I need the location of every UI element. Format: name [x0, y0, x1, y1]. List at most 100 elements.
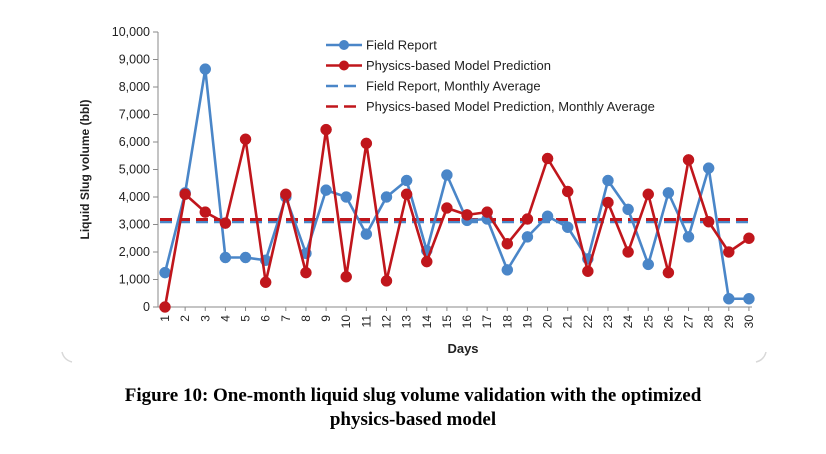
- x-tick-label: 2: [178, 315, 192, 322]
- model-prediction-point: [280, 188, 292, 200]
- field-report-point: [682, 231, 695, 243]
- legend-label-model-prediction: Physics-based Model Prediction: [366, 58, 551, 73]
- figure-caption: Figure 10: One-month liquid slug volume …: [0, 384, 826, 432]
- model-prediction-point: [159, 301, 171, 313]
- x-tick-label: 27: [682, 315, 696, 329]
- x-axis-title: Days: [447, 341, 478, 356]
- model-prediction-point: [521, 213, 534, 225]
- y-tick-label: 0: [143, 300, 150, 314]
- y-tick-label: 5,000: [119, 163, 150, 177]
- field-report-point: [400, 174, 413, 187]
- model-prediction-point: [662, 266, 675, 279]
- x-tick-label: 4: [218, 315, 232, 322]
- model-prediction-point: [360, 137, 373, 150]
- model-prediction-point: [239, 133, 252, 145]
- slug-volume-chart: 0 1,000 2,000 3,000 4,000 5,000 6,000 7,000 8,00…: [61, 25, 767, 363]
- model-prediction-point: [300, 266, 312, 279]
- frame-corner-left: [61, 351, 73, 363]
- x-tick-label: 22: [581, 315, 595, 329]
- field-report-point: [642, 258, 655, 271]
- model-prediction-point: [622, 246, 634, 258]
- model-prediction-point: [380, 275, 393, 287]
- field-report-point: [662, 187, 675, 199]
- x-tick-label: 19: [520, 315, 534, 329]
- model-prediction-point: [743, 232, 755, 244]
- field-report-point: [360, 228, 373, 240]
- caption-line-2: physics-based model: [329, 409, 497, 430]
- legend-label-field-report-average: Field Report, Monthly Average: [366, 79, 541, 94]
- model-prediction-point: [340, 271, 352, 283]
- y-tick-label: 10,000: [112, 25, 150, 39]
- x-tick-label: 26: [661, 315, 675, 329]
- field-report-point: [723, 293, 735, 305]
- x-tick-label: 11: [359, 315, 373, 328]
- x-tick-label: 7: [279, 315, 293, 322]
- x-tick-label: 25: [641, 315, 655, 329]
- x-tick-label: 23: [601, 315, 615, 329]
- legend-label-field-report: Field Report: [366, 38, 437, 53]
- x-tick-label: 30: [742, 315, 756, 329]
- x-tick-label: 3: [198, 315, 212, 322]
- x-tick-label: 21: [561, 315, 575, 329]
- model-prediction-point: [179, 188, 191, 200]
- model-prediction-point: [561, 185, 574, 198]
- y-tick-label: 6,000: [119, 135, 150, 149]
- frame-corner-right: [755, 351, 767, 363]
- field-report-point: [380, 191, 393, 203]
- field-report-point: [541, 210, 554, 222]
- field-report-point: [521, 231, 534, 243]
- model-prediction-point: [441, 202, 453, 214]
- x-tick-label: 1: [158, 315, 172, 322]
- y-tick-label: 2,000: [119, 245, 150, 259]
- x-tick-label: 20: [541, 315, 555, 329]
- model-prediction-point: [320, 123, 332, 136]
- x-tick-label: 29: [722, 315, 736, 329]
- model-prediction-point: [481, 206, 493, 218]
- field-report-point: [239, 251, 252, 264]
- x-tick-label: 5: [239, 315, 253, 322]
- model-prediction-point: [642, 188, 655, 200]
- model-prediction-point: [723, 246, 735, 258]
- field-report-point: [743, 293, 755, 305]
- x-tick-label: 6: [259, 315, 273, 322]
- y-tick-label: 9,000: [119, 53, 150, 67]
- y-tick-label: 8,000: [119, 80, 150, 94]
- legend-marker-field-report: [339, 40, 349, 50]
- field-report-point: [159, 266, 171, 279]
- legend-label-model-prediction-average: Physics-based Model Prediction, Monthly …: [366, 99, 655, 114]
- x-tick-label: 16: [460, 315, 474, 329]
- legend-marker-model-prediction: [339, 60, 349, 71]
- y-tick-label: 7,000: [119, 108, 150, 122]
- field-report-point: [340, 191, 352, 203]
- y-tick-label: 3,000: [119, 218, 150, 232]
- x-tick-label: 18: [500, 315, 514, 329]
- model-prediction-point: [602, 196, 614, 209]
- x-tick-label: 8: [299, 315, 313, 322]
- x-tick-label: 24: [621, 315, 635, 329]
- caption-line-1: Figure 10: One-month liquid slug volume …: [124, 385, 702, 406]
- model-prediction-point: [400, 188, 413, 200]
- field-report-point: [561, 221, 574, 233]
- model-prediction-point: [199, 206, 212, 218]
- y-tick-label: 1,000: [119, 273, 150, 287]
- model-prediction-point: [702, 216, 715, 228]
- field-report-point: [702, 162, 715, 174]
- field-report-point: [602, 174, 614, 187]
- x-tick-label: 12: [379, 315, 393, 329]
- x-tick-label: 28: [702, 315, 716, 329]
- y-tick-label: 4,000: [119, 190, 150, 204]
- field-report-point: [219, 251, 232, 264]
- model-prediction-point: [582, 265, 594, 277]
- model-prediction-line: [163, 128, 750, 308]
- x-tick-label: 17: [480, 315, 494, 329]
- field-report-point: [441, 169, 453, 181]
- field-report-point: [320, 184, 332, 196]
- x-tick-label: 10: [339, 315, 353, 329]
- model-prediction-point: [682, 154, 695, 166]
- model-prediction-point: [461, 209, 473, 221]
- x-tick-label: 9: [319, 315, 333, 322]
- model-prediction-point: [259, 276, 272, 288]
- field-report-point: [199, 63, 212, 75]
- x-tick-label: 14: [420, 315, 434, 329]
- field-report-point: [501, 264, 514, 276]
